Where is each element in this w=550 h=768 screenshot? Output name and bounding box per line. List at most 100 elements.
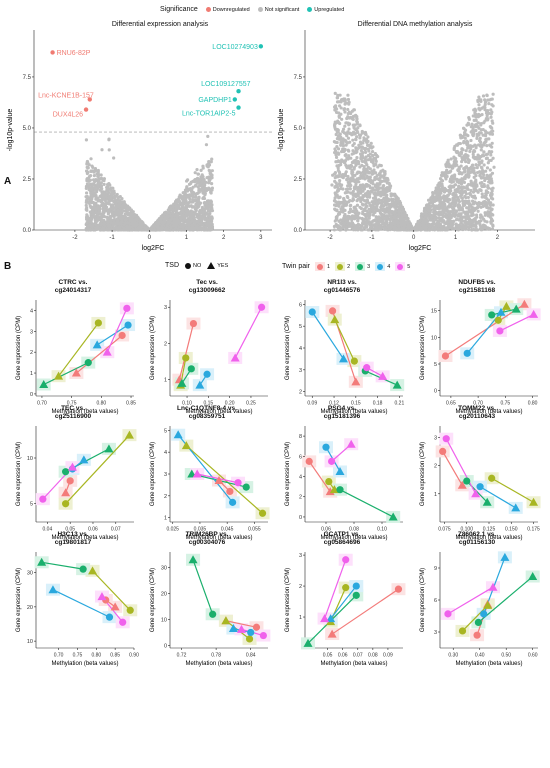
tsd-no-point xyxy=(476,483,484,491)
small-multiple-chart: 0.72 0.78 0.84 0 10 20 30 Methylation (beta val… xyxy=(150,552,271,667)
twin-pair-line xyxy=(478,576,534,623)
x-tick-label: 0.08 xyxy=(368,653,378,659)
small-multiple-chart: 0.06 0.08 0.10 0 2 4 6 8 Methylation (beta value… xyxy=(285,426,403,541)
y-tick-label: 7.5 xyxy=(23,75,32,81)
tsd-yes-point xyxy=(529,309,539,318)
tsd-no-point xyxy=(242,483,250,491)
x-tick-label: 0.72 xyxy=(177,653,187,659)
y-tick-label: 4 xyxy=(299,346,302,352)
tsd-yes-point xyxy=(330,315,340,324)
x-tick-label: 0.045 xyxy=(221,527,234,533)
point-label: Lnc-KCNE1B-157 xyxy=(38,92,94,99)
tsd-yes-point xyxy=(326,614,336,623)
tsd-no-point xyxy=(328,457,336,465)
triangle-icon xyxy=(207,262,216,269)
small-chart-title-line1: TRIM26BP vs. xyxy=(185,531,229,538)
small-chart-title-line1: H3C13 vs. xyxy=(57,531,89,538)
y-axis-label: Gene expression (CPM) xyxy=(150,316,156,380)
y-tick-label: 4 xyxy=(30,308,33,314)
twin-pair-line xyxy=(225,620,257,628)
y-tick-label: 10 xyxy=(431,335,437,341)
tsd-no-point xyxy=(342,584,350,592)
x-axis-label: Methylation (beta values) xyxy=(455,409,522,415)
y-tick-label: 15 xyxy=(431,309,437,315)
tsd-no-point xyxy=(394,585,403,593)
tsd-yes-point xyxy=(214,476,224,485)
x-tick-label: 0.15 xyxy=(203,401,213,407)
x-tick-label: 0.75 xyxy=(67,401,77,407)
y-tick-label: 1 xyxy=(164,378,167,384)
tsd-yes-point xyxy=(61,488,71,497)
point-label: LOC10274903 xyxy=(212,44,258,51)
tsd-yes-point xyxy=(97,592,107,601)
x-tick-label: 0 xyxy=(148,235,152,241)
significant-point xyxy=(232,97,238,102)
twin-pair-line xyxy=(197,473,239,484)
twin-pair-line xyxy=(491,308,517,316)
x-tick-label: 0.80 xyxy=(528,401,538,407)
volcano-panel-0: RNU6-82P Lnc-KCNE1B-157 DUX4L26 LOC10274903… xyxy=(7,30,272,252)
tsd-no-point xyxy=(488,311,496,319)
x-tick-label: 2 xyxy=(496,235,500,241)
x-tick-label: 0.035 xyxy=(194,527,207,533)
twin-pair-line xyxy=(445,438,477,495)
tsd-no-point xyxy=(258,509,267,517)
tsd-no-point xyxy=(62,468,70,476)
x-axis-label: Methylation (beta values) xyxy=(185,535,252,541)
tsd-yes-point xyxy=(488,582,498,591)
small-chart-title-line2: cg15181396 xyxy=(323,413,361,420)
small-chart-title-line1: CTRC vs. xyxy=(58,279,88,286)
x-tick-label: 0.85 xyxy=(126,401,136,407)
legend-label: 2 xyxy=(347,263,351,270)
x-tick-label: 0.075 xyxy=(438,527,451,533)
y-tick-label: 3 xyxy=(164,305,167,311)
twin-pair-line xyxy=(308,461,331,493)
tsd-legend-title: TSD xyxy=(165,262,179,269)
tsd-no-point xyxy=(322,443,330,451)
tsd-no-point xyxy=(494,316,502,324)
y-tick-label: 2 xyxy=(434,464,437,470)
y-tick-label: 6 xyxy=(299,454,302,460)
tsd-no-point xyxy=(473,631,481,639)
x-tick-label: 0.75 xyxy=(500,401,510,407)
tsd-no-point xyxy=(258,303,266,311)
y-axis-label: Gene expression (CPM) xyxy=(420,442,426,506)
small-chart-title-line2: cg05864696 xyxy=(323,539,361,546)
x-tick-label: 0.21 xyxy=(395,401,405,407)
tsd-yes-point xyxy=(54,371,64,380)
tsd-no-point xyxy=(342,556,350,564)
x-axis-label: Methylation (beta values) xyxy=(51,661,118,667)
tsd-yes-point xyxy=(329,485,339,494)
y-tick-label: 2.5 xyxy=(294,177,303,183)
twin-pair-line xyxy=(76,335,123,374)
tsd-no-point xyxy=(226,487,234,496)
panel-label-b: B xyxy=(4,261,12,272)
tsd-yes-point xyxy=(181,441,191,450)
tsd-no-point xyxy=(259,631,267,640)
x-axis-label: Methylation (beta values) xyxy=(455,535,522,541)
tsd-yes-point xyxy=(483,600,493,609)
tsd-no-point xyxy=(105,613,114,621)
x-tick-label: -1 xyxy=(109,235,115,241)
y-tick-label: 0 xyxy=(30,392,33,398)
y-tick-label: 0.0 xyxy=(23,228,32,234)
y-tick-label: 5 xyxy=(30,502,33,508)
tsd-yes-point xyxy=(230,353,240,362)
twin-pair-line xyxy=(479,486,517,509)
twin-pair-line xyxy=(192,559,214,615)
legend-item-tsd-no: NO xyxy=(185,262,201,269)
tsd-yes-point xyxy=(335,466,345,475)
x-axis-label: Methylation (beta values) xyxy=(320,661,387,667)
point-label: DUX4L26 xyxy=(53,112,83,119)
x-tick-label: 0.05 xyxy=(65,527,75,533)
y-axis-label: Gene expression (CPM) xyxy=(420,568,426,632)
x-tick-label: 0.60 xyxy=(528,653,538,659)
tsd-no-point xyxy=(328,307,337,315)
small-multiple-chart: 0.075 0.100 0.125 0.150 0.175 1 2 3 Methylation … xyxy=(420,426,541,541)
tsd-yes-point xyxy=(124,430,134,439)
tsd-yes-point xyxy=(496,307,506,316)
twin-pair-line xyxy=(442,451,463,486)
y-tick-label: 1 xyxy=(30,371,33,377)
y-tick-label: 10 xyxy=(27,639,33,645)
small-chart-title: Tec vs. cg13009662 xyxy=(140,279,274,295)
